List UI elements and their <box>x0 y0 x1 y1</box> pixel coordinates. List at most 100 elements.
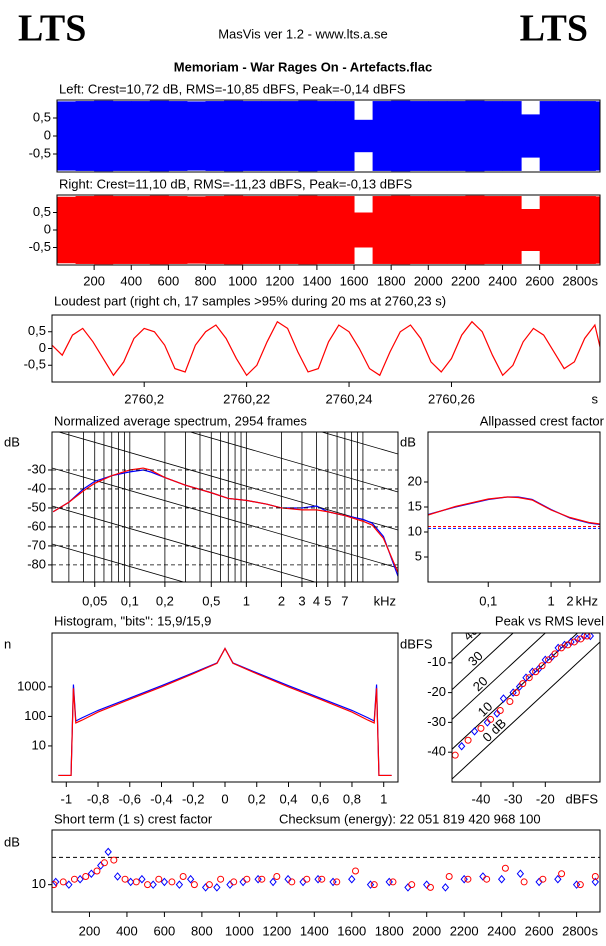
waveform-envelope <box>595 101 600 171</box>
waveform-envelope <box>465 100 485 172</box>
level-diagonal <box>452 633 547 720</box>
slope-line <box>52 620 398 720</box>
waveform-envelope <box>168 101 188 171</box>
x-axis-label: s <box>592 273 599 288</box>
x-tick-label: 2400 <box>487 923 516 938</box>
x-tick-label: 1200 <box>265 273 294 288</box>
panel-title: Left: Crest=10,72 dB, RMS=-10,85 dBFS, P… <box>59 81 406 96</box>
y-tick-label: 0 <box>44 221 51 236</box>
point <box>445 872 453 880</box>
level-diagonal <box>452 633 514 690</box>
x-tick-label: 1000 <box>225 923 254 938</box>
diagonal-label: 40 <box>460 623 481 644</box>
point <box>457 741 466 751</box>
point <box>464 875 472 883</box>
point <box>352 867 360 875</box>
y-tick-label: 0 <box>39 340 46 355</box>
x-tick-label: -0,8 <box>87 791 109 806</box>
slope-line <box>52 505 317 582</box>
x-tick-label: -0,4 <box>150 791 172 806</box>
y-tick-label: -50 <box>27 499 46 514</box>
waveform-envelope <box>94 195 114 265</box>
point <box>52 877 60 887</box>
waveform-envelope <box>372 101 392 171</box>
plot-area <box>52 320 600 377</box>
waveform-envelope <box>57 196 77 264</box>
plot-area <box>428 496 600 529</box>
point <box>254 874 262 884</box>
x-tick-label: 2 <box>566 593 573 608</box>
point <box>522 673 530 682</box>
y-tick-label: 10 <box>32 737 46 752</box>
waveform-envelope <box>539 101 559 171</box>
point <box>426 883 434 891</box>
x-tick-label: 600 <box>154 923 176 938</box>
point <box>452 751 459 759</box>
slope-line <box>188 432 398 493</box>
y-tick-label: -0,5 <box>29 239 51 254</box>
point <box>179 872 187 880</box>
point <box>512 689 520 697</box>
y-axis-label: dB <box>400 434 416 449</box>
point <box>318 875 326 883</box>
logo: LTS <box>520 8 588 50</box>
x-tick-label: 800 <box>195 273 217 288</box>
x-tick-label: 0,8 <box>343 791 361 806</box>
point <box>487 715 495 723</box>
plot-area <box>57 195 600 265</box>
waveform-envelope <box>465 195 485 265</box>
point <box>554 874 562 884</box>
x-tick-label: 2800 <box>562 923 591 938</box>
plot-frame <box>451 632 601 783</box>
point <box>138 874 146 884</box>
waveform-envelope <box>279 101 299 171</box>
point <box>100 859 108 867</box>
point <box>144 881 152 889</box>
slope-line <box>52 467 398 569</box>
point <box>525 674 533 682</box>
panel-title: Right: Crest=11,10 dB, RMS=-11,23 dBFS, … <box>59 176 413 191</box>
x-tick-label: 1200 <box>262 923 291 938</box>
x-tick-label: 0,6 <box>311 791 329 806</box>
slope-line <box>52 543 185 582</box>
x-tick-label: 2760,24 <box>326 391 373 406</box>
point <box>572 880 581 889</box>
y-tick-label: 100 <box>24 708 46 723</box>
y-tick-label: -40 <box>427 744 446 759</box>
point <box>577 635 585 643</box>
waveform-envelope <box>75 196 95 264</box>
point <box>499 694 508 703</box>
x-tick-label: -20 <box>536 791 555 806</box>
x-tick-label: -1 <box>61 791 73 806</box>
data-line <box>428 496 600 526</box>
waveform-envelope <box>112 101 132 171</box>
data-line <box>428 496 600 525</box>
x-tick-label: 1400 <box>302 273 331 288</box>
level-diagonal <box>452 641 600 780</box>
y-tick-label: 10 <box>408 523 422 538</box>
point <box>545 656 553 664</box>
diagonal-label: 20 <box>470 673 491 694</box>
waveform-envelope <box>316 196 336 264</box>
point <box>205 881 213 889</box>
point <box>557 644 565 652</box>
waveform-envelope <box>224 195 244 265</box>
point <box>52 881 58 889</box>
x-tick-label: 2 <box>278 593 285 608</box>
x-tick-label: 0,1 <box>479 593 497 608</box>
point <box>273 872 281 880</box>
point <box>586 633 595 641</box>
waveform-envelope <box>112 196 132 264</box>
y-tick-label: -10 <box>427 654 446 669</box>
point <box>82 872 90 880</box>
point <box>570 638 578 646</box>
point <box>299 877 307 887</box>
point <box>155 875 163 883</box>
x-tick-label: 2400 <box>488 273 517 288</box>
point <box>464 736 472 744</box>
point <box>226 880 234 889</box>
x-tick-label: 2760,26 <box>428 391 475 406</box>
waveform-envelope <box>279 196 299 264</box>
